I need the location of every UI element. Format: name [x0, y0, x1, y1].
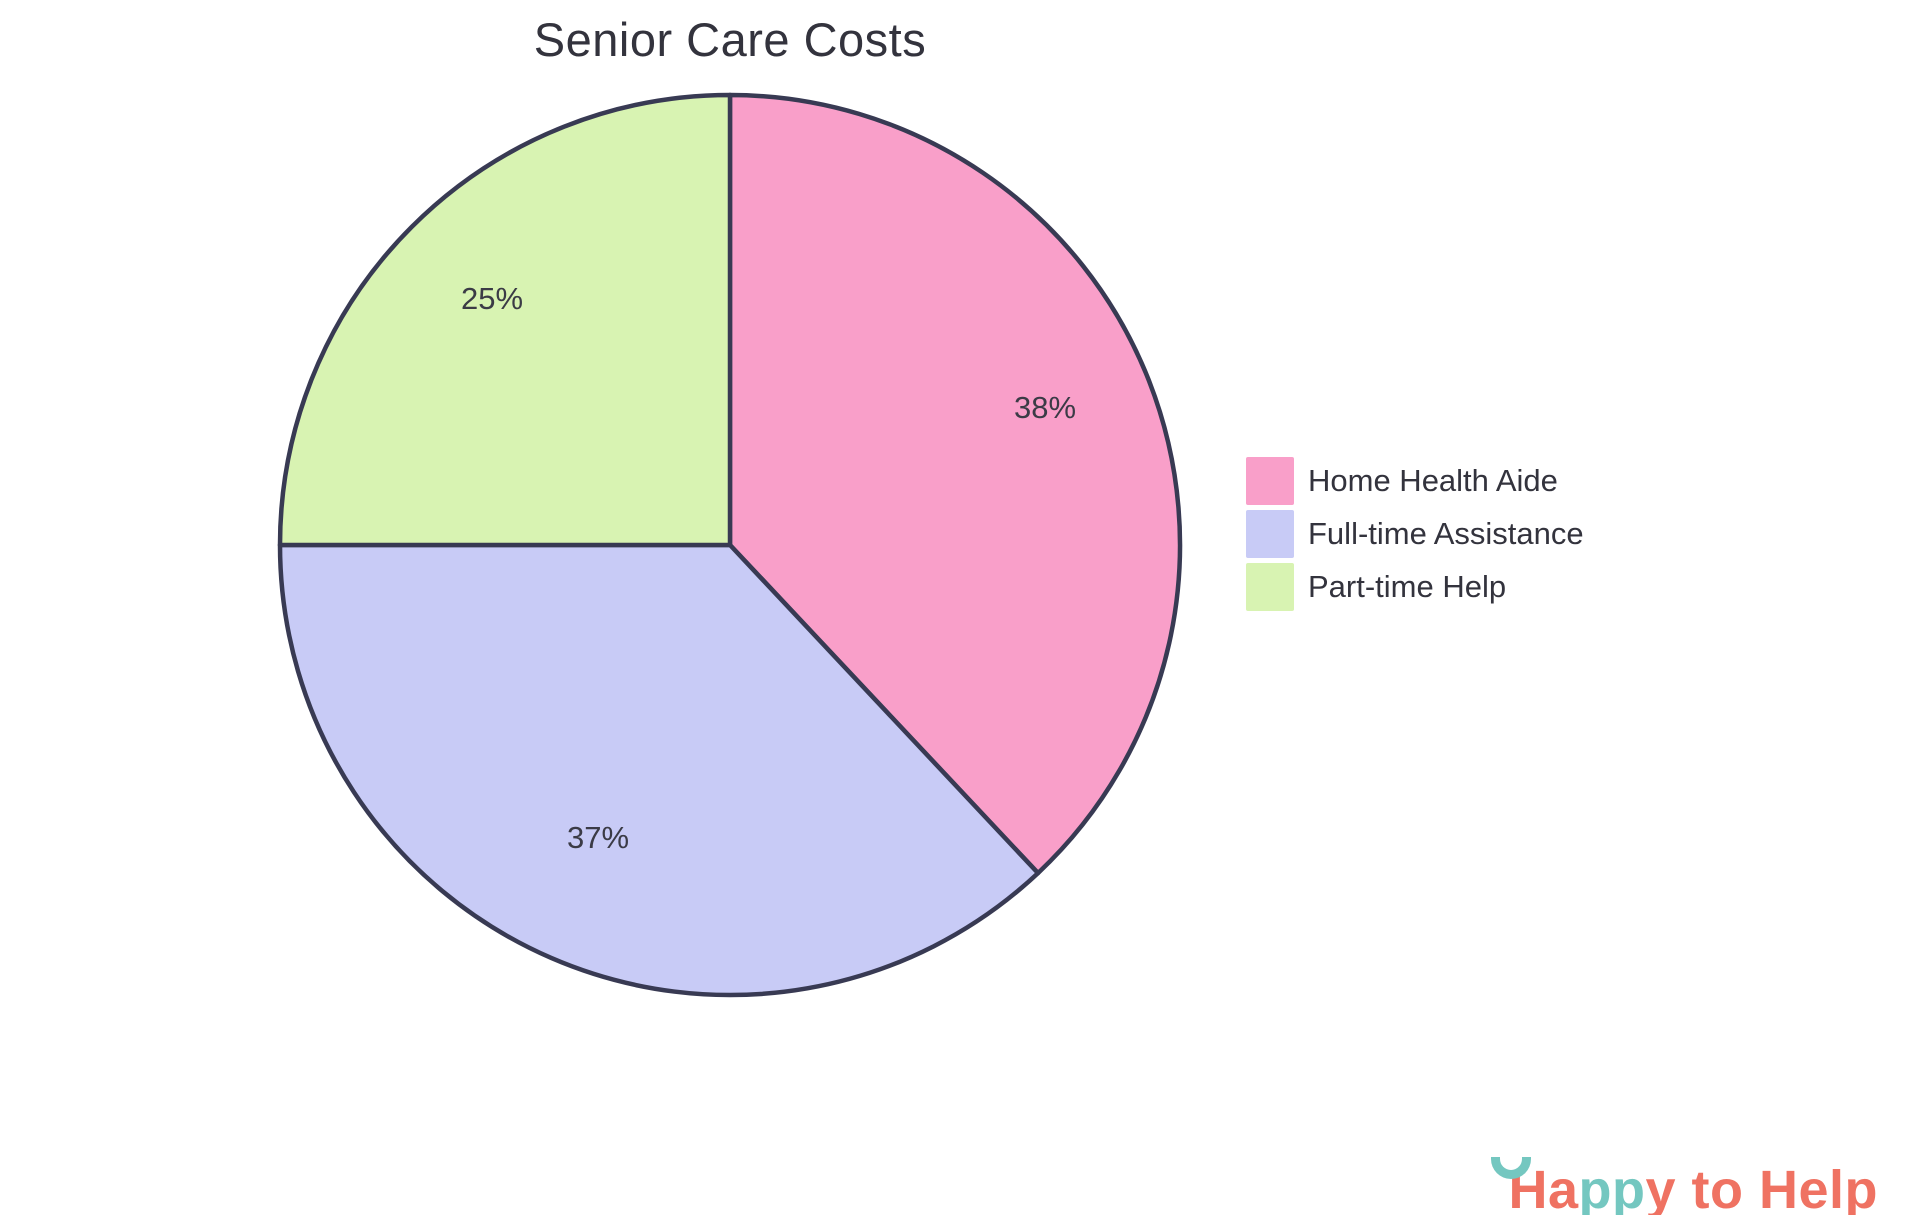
legend: Home Health Aide Full-time Assistance Pa…: [1246, 457, 1584, 611]
legend-item: Home Health Aide: [1246, 457, 1584, 505]
pie-slice-full-time-assistance: [277, 542, 1041, 998]
slice-value-label-full-time-assistance: 37%: [567, 820, 629, 855]
legend-swatch-part-time-help: [1246, 563, 1294, 611]
smile-icon: [1491, 1157, 1532, 1179]
slice-value-label-home-health-aide: 38%: [1014, 390, 1076, 425]
slice-value-label-part-time-help: 25%: [461, 281, 523, 316]
chart-title: Senior Care Costs: [533, 13, 927, 66]
legend-label: Full-time Assistance: [1308, 516, 1584, 551]
legend-item: Full-time Assistance: [1246, 510, 1584, 558]
logo-text-pp: pp: [1578, 1160, 1646, 1215]
pie-slice-home-health-aide: [727, 92, 1183, 876]
brand-logo: Happy to Help caregiving: [1415, 1102, 1878, 1215]
pie-slice-part-time-help: [277, 92, 733, 548]
legend-swatch-home-health-aide: [1246, 457, 1294, 505]
legend-label: Home Health Aide: [1308, 463, 1558, 498]
legend-label: Part-time Help: [1308, 569, 1507, 604]
legend-swatch-full-time-assistance: [1246, 510, 1294, 558]
legend-item: Part-time Help: [1246, 563, 1584, 611]
logo-wordmark: Happy to Help: [1415, 1102, 1878, 1215]
logo-text-y-to-help: y to Help: [1645, 1160, 1878, 1215]
